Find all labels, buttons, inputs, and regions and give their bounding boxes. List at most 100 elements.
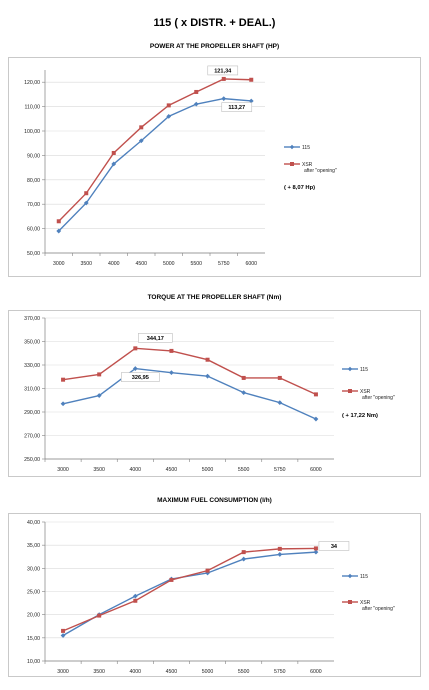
- legend-label-115: 115: [360, 574, 368, 580]
- y-tick-label: 120,00: [24, 80, 40, 86]
- x-tick-label: 4500: [166, 669, 178, 675]
- y-tick-label: 35,00: [27, 543, 40, 549]
- annotation-label: 113,27: [228, 105, 245, 111]
- point-115: [111, 161, 117, 167]
- point-xsr: [133, 598, 138, 603]
- y-tick-label: 50,00: [27, 251, 40, 257]
- point-xsr: [166, 103, 171, 108]
- power-chart-box: 50,00 60,00 70,00 80,00 90,00 100,00 110,00 120…: [8, 57, 421, 277]
- point-115: [241, 556, 247, 562]
- point-115: [83, 200, 89, 206]
- y-tick-label: 10,00: [27, 659, 40, 665]
- point-115: [205, 373, 210, 379]
- y-tick-label: 25,00: [27, 590, 40, 596]
- x-tick-label: 3500: [80, 261, 92, 267]
- x-tick-label: 4000: [130, 467, 142, 473]
- gain-note: ( + 8,07 Hp): [284, 185, 315, 191]
- point-xsr: [97, 613, 102, 618]
- x-tick-label: 4500: [166, 467, 178, 473]
- y-tick-label: 100,00: [24, 129, 40, 135]
- y-tick-label: 90,00: [27, 153, 40, 159]
- point-115: [313, 416, 319, 422]
- annotation-box: [207, 65, 239, 76]
- annotation-box: [318, 541, 350, 551]
- legend-marker-xsr: [348, 600, 352, 604]
- legend-label-xsr: XSR: [360, 600, 371, 606]
- point-xsr: [277, 375, 282, 380]
- legend-label-xsr: XSR: [360, 389, 371, 395]
- x-tick-label: 6000: [310, 669, 322, 675]
- legend-label-115: 115: [360, 367, 368, 373]
- legend-marker-115: [289, 144, 295, 150]
- point-xsr: [169, 348, 174, 353]
- legend-marker-xsr: [348, 389, 352, 393]
- point-115: [56, 228, 62, 234]
- legend-label-115: 115: [302, 145, 310, 151]
- point-xsr: [277, 546, 282, 551]
- x-tick-label: 3000: [57, 669, 69, 675]
- x-tick-label: 3000: [57, 467, 69, 473]
- x-tick-label: 5000: [202, 467, 214, 473]
- legend-label-xsr-cont: after "opening": [362, 395, 395, 401]
- gain-note: ( + 17,22 Nm): [342, 413, 378, 419]
- x-tick-label: 6000: [310, 467, 322, 473]
- point-xsr: [61, 377, 66, 382]
- point-xsr: [249, 77, 254, 82]
- x-tick-label: 5500: [238, 669, 250, 675]
- power-chart: 50,00 60,00 70,00 80,00 90,00 100,00 110,00 120…: [24, 65, 337, 267]
- x-tick-label: 4000: [108, 261, 120, 267]
- point-xsr: [194, 89, 199, 94]
- legend-label-xsr: XSR: [302, 162, 313, 168]
- point-xsr: [221, 76, 226, 81]
- x-tick-label: 5500: [238, 467, 250, 473]
- y-tick-label: 15,00: [27, 636, 40, 642]
- point-xsr: [111, 150, 116, 155]
- legend-marker-115: [347, 573, 353, 579]
- x-tick-label: 5750: [274, 467, 286, 473]
- point-115: [241, 390, 247, 396]
- legend-marker-115: [347, 366, 353, 372]
- y-tick-label: 310,00: [24, 387, 40, 393]
- point-xsr: [205, 357, 210, 362]
- annotation-label: 326,95: [132, 375, 149, 381]
- legend-label-xsr-cont: after "opening": [304, 168, 337, 174]
- x-tick-label: 5000: [202, 669, 214, 675]
- power-chart-title: POWER AT THE PROPELLER SHAFT (HP): [149, 43, 280, 50]
- series-line-xsr: [62, 547, 316, 632]
- point-115: [169, 370, 174, 376]
- point-115: [193, 101, 199, 107]
- point-xsr: [241, 375, 246, 380]
- annotation-box: [221, 102, 253, 112]
- y-tick-label: 250,00: [24, 457, 40, 463]
- x-tick-label: 3500: [93, 669, 105, 675]
- x-tick-label: 5000: [163, 261, 175, 267]
- y-tick-label: 370,00: [24, 316, 40, 322]
- x-tick-label: 6000: [245, 261, 257, 267]
- point-xsr: [56, 219, 61, 224]
- y-tick-label: 60,00: [27, 227, 40, 233]
- y-tick-label: 270,00: [24, 434, 40, 440]
- annotation-label: 121,34: [214, 69, 232, 75]
- page-title: 115 ( x DISTR. + DEAL.): [153, 17, 276, 29]
- x-tick-label: 3000: [53, 261, 65, 267]
- y-tick-label: 30,00: [27, 566, 40, 572]
- annotation-label: 34: [331, 544, 338, 550]
- y-tick-label: 40,00: [27, 520, 40, 526]
- point-xsr: [97, 372, 102, 377]
- point-xsr: [313, 392, 318, 397]
- y-tick-label: 20,00: [27, 613, 40, 619]
- point-xsr: [313, 546, 318, 551]
- point-115: [166, 113, 172, 119]
- point-115: [132, 366, 138, 371]
- x-tick-label: 5500: [190, 261, 202, 267]
- x-tick-label: 5750: [274, 669, 286, 675]
- x-tick-label: 4000: [130, 669, 142, 675]
- y-tick-label: 290,00: [24, 410, 40, 416]
- point-xsr: [205, 568, 210, 573]
- fuel-chart-title: MAXIMUM FUEL CONSUMPTION (l/h): [157, 497, 272, 504]
- point-xsr: [241, 550, 246, 555]
- legend-marker-xsr: [290, 162, 294, 166]
- point-xsr: [133, 346, 138, 351]
- annotation-label: 344,17: [147, 336, 164, 342]
- point-xsr: [61, 628, 66, 633]
